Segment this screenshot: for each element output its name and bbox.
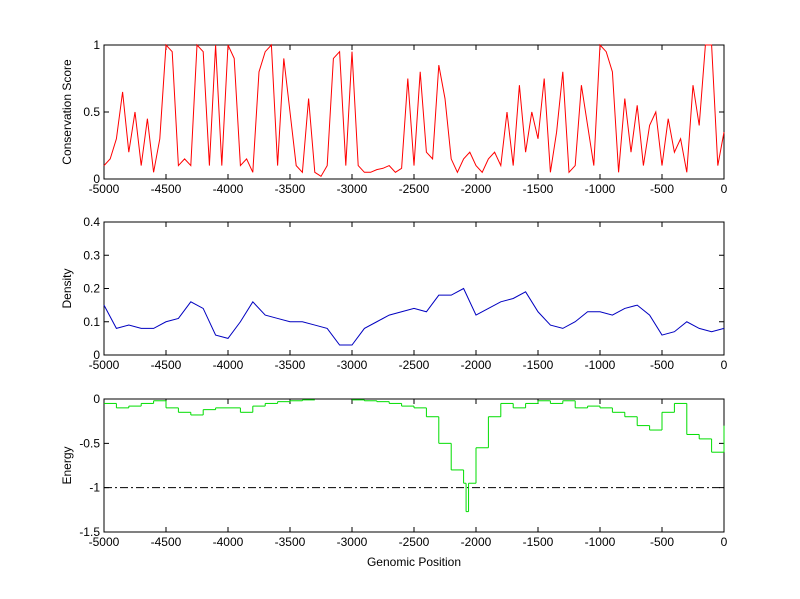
x-tick-label: -2500	[399, 182, 430, 196]
x-tick-label: -1000	[585, 535, 616, 549]
y-tick-label: -0.5	[79, 436, 100, 450]
y-tick-label: -1.5	[79, 525, 100, 539]
y-axis-label: Conservation Score	[60, 59, 74, 165]
x-tick-label: -1000	[585, 182, 616, 196]
x-tick-label: -4000	[213, 535, 244, 549]
x-tick-label: -2000	[461, 358, 492, 372]
x-tick-label: -500	[650, 358, 674, 372]
x-tick-label: -1500	[523, 182, 554, 196]
x-tick-label: -4000	[213, 182, 244, 196]
data-line	[103, 43, 725, 178]
x-tick-label: 0	[721, 535, 728, 549]
x-tick-label: -5000	[89, 535, 120, 549]
x-tick-label: 0	[721, 182, 728, 196]
x-tick-label: -3000	[337, 535, 368, 549]
x-tick-label: -3000	[337, 358, 368, 372]
x-tick-label: -1500	[523, 535, 554, 549]
x-tick-label: -2000	[461, 535, 492, 549]
y-tick-label: 0.4	[83, 215, 100, 229]
x-tick-label: -5000	[89, 182, 120, 196]
y-axis-label: Energy	[60, 446, 74, 484]
x-tick-label: -4500	[151, 535, 182, 549]
y-tick-label: 0.1	[83, 315, 100, 329]
y-tick-label: -1	[89, 481, 100, 495]
x-tick-label: -2500	[399, 358, 430, 372]
data-line	[103, 287, 725, 346]
x-tick-label: -3000	[337, 182, 368, 196]
x-tick-label: -3500	[275, 358, 306, 372]
x-tick-label: 0	[721, 358, 728, 372]
x-tick-label: -5000	[89, 358, 120, 372]
x-tick-label: -4000	[213, 358, 244, 372]
y-tick-label: 0.5	[83, 105, 100, 119]
y-axis-label: Density	[60, 268, 74, 308]
x-axis-label: Genomic Position	[367, 555, 461, 569]
x-tick-label: -3500	[275, 535, 306, 549]
x-tick-label: -2000	[461, 182, 492, 196]
x-tick-label: -4500	[151, 182, 182, 196]
x-tick-label: -1000	[585, 358, 616, 372]
x-tick-label: -1500	[523, 358, 554, 372]
y-tick-label: 0.2	[83, 282, 100, 296]
y-tick-label: 0	[93, 392, 100, 406]
x-tick-label: -2500	[399, 535, 430, 549]
y-tick-label: 0	[93, 348, 100, 362]
y-tick-label: 0	[93, 172, 100, 186]
x-tick-label: -500	[650, 182, 674, 196]
x-tick-label: -4500	[151, 358, 182, 372]
y-tick-label: 0.3	[83, 248, 100, 262]
y-tick-label: 1	[93, 38, 100, 52]
x-tick-label: -500	[650, 535, 674, 549]
x-tick-label: -3500	[275, 182, 306, 196]
